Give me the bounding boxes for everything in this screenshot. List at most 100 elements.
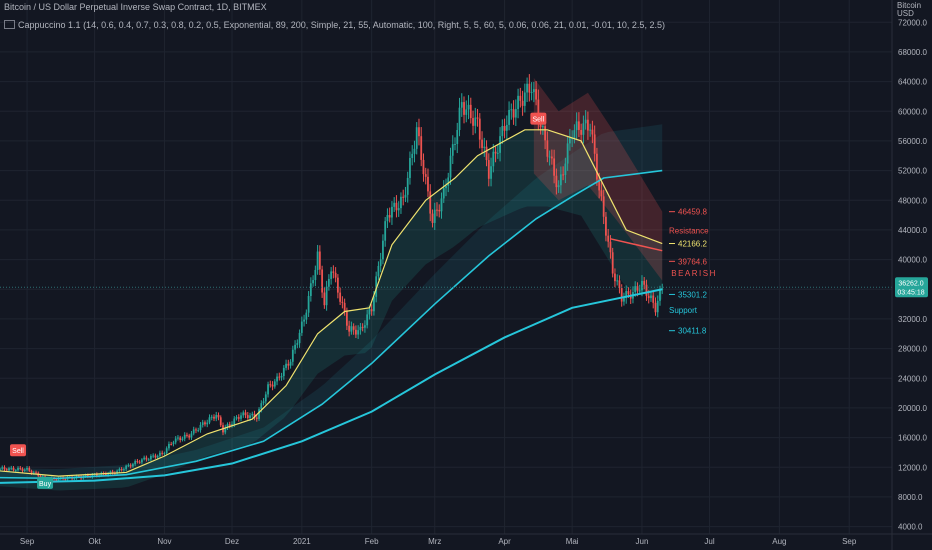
candle-body xyxy=(571,138,574,140)
candle-body xyxy=(523,92,526,106)
candle-body xyxy=(370,309,373,312)
candle-body xyxy=(73,478,76,480)
candle-body xyxy=(316,251,319,270)
time-tick-label: 2021 xyxy=(293,537,311,546)
candle-body xyxy=(499,136,501,153)
candle-body xyxy=(294,344,296,350)
candle-body xyxy=(134,461,137,465)
candle-body xyxy=(235,417,238,419)
candle-body xyxy=(5,469,8,471)
candle-body xyxy=(478,118,481,140)
candle-body xyxy=(312,280,315,284)
candle-body xyxy=(120,468,123,471)
candle-body xyxy=(508,109,510,125)
candle-body xyxy=(289,361,292,366)
candle-body xyxy=(559,174,562,186)
candle-body xyxy=(620,288,623,302)
candle-body xyxy=(501,126,504,137)
signal-sell-label: Sell xyxy=(12,448,24,455)
candle-body xyxy=(143,457,146,460)
candle-body xyxy=(634,286,637,293)
candle-body xyxy=(161,452,164,454)
candle-body xyxy=(339,292,342,302)
candle-body xyxy=(364,325,366,328)
candle-body xyxy=(192,429,195,434)
candle-body xyxy=(258,409,260,419)
candle-body xyxy=(445,185,447,189)
last-price-badge xyxy=(895,277,928,298)
price-tick-label: 32000.0 xyxy=(898,315,927,324)
candle-body xyxy=(589,129,592,131)
candle-body xyxy=(199,424,202,431)
candle-body xyxy=(321,269,324,293)
candle-body xyxy=(262,401,265,404)
candle-body xyxy=(352,326,355,330)
candle-body xyxy=(325,286,328,306)
candle-body xyxy=(427,176,429,192)
candle-body xyxy=(12,467,15,471)
price-tick-label: 28000.0 xyxy=(898,345,927,354)
indicator-legend[interactable]: Cappuccino 1.1 (14, 0.6, 0.4, 0.7, 0.3, … xyxy=(4,20,665,30)
candle-body xyxy=(217,415,220,418)
candle-body xyxy=(550,156,553,159)
candle-body xyxy=(598,179,601,191)
quote-currency: USD xyxy=(897,9,914,18)
time-tick-label: Aug xyxy=(772,537,786,546)
candle-body xyxy=(104,473,107,476)
candle-body xyxy=(357,330,360,335)
candle-body xyxy=(548,156,551,158)
candle-body xyxy=(487,160,490,179)
candle-body xyxy=(449,155,452,178)
resistance-label: Resistance xyxy=(669,227,709,236)
candle-body xyxy=(526,83,528,93)
candle-body xyxy=(438,209,441,212)
candle-body xyxy=(605,216,607,236)
candle-body xyxy=(553,158,556,176)
price-tick-label: 4000.0 xyxy=(898,523,923,532)
price-tick-label: 24000.0 xyxy=(898,374,927,383)
candle-body xyxy=(442,188,445,199)
candle-body xyxy=(118,468,121,471)
candle-body xyxy=(204,422,206,425)
candle-body xyxy=(231,424,233,426)
candle-body xyxy=(359,326,362,331)
candle-body xyxy=(618,280,621,289)
chart-title: Bitcoin / US Dollar Perpetual Inverse Sw… xyxy=(4,2,267,12)
candle-body xyxy=(391,206,393,218)
candle-body xyxy=(568,138,571,144)
candle-body xyxy=(659,289,661,301)
candle-body xyxy=(147,459,150,461)
candle-body xyxy=(379,259,382,266)
candle-body xyxy=(215,415,218,419)
candle-body xyxy=(454,143,456,145)
signal-sell-label: Sell xyxy=(533,117,545,124)
candle-body xyxy=(253,413,256,418)
candle-body xyxy=(377,265,380,277)
candle-body xyxy=(433,209,436,223)
candle-body xyxy=(172,442,175,445)
candle-body xyxy=(661,288,664,290)
candle-body xyxy=(528,83,531,93)
candle-body xyxy=(154,455,157,458)
candle-body xyxy=(278,376,281,378)
candle-body xyxy=(242,412,245,416)
candle-body xyxy=(375,276,378,297)
indicator-name: Cappuccino 1.1 xyxy=(18,20,81,30)
price-tick-label: 56000.0 xyxy=(898,137,927,146)
signal-buy-label: Buy xyxy=(39,481,52,488)
candle-body xyxy=(472,118,474,126)
candle-body xyxy=(623,298,625,302)
candle-body xyxy=(327,278,330,287)
candle-body xyxy=(0,468,1,470)
candle-body xyxy=(116,470,119,474)
candle-body xyxy=(273,381,276,387)
candle-body xyxy=(323,292,326,306)
candle-body xyxy=(179,437,182,441)
time-tick-label: Apr xyxy=(498,537,511,546)
candle-body xyxy=(57,478,60,481)
candle-body xyxy=(249,415,251,419)
time-tick-label: Jun xyxy=(636,537,649,546)
candle-body xyxy=(64,479,67,481)
price-tick-label: 12000.0 xyxy=(898,463,927,472)
